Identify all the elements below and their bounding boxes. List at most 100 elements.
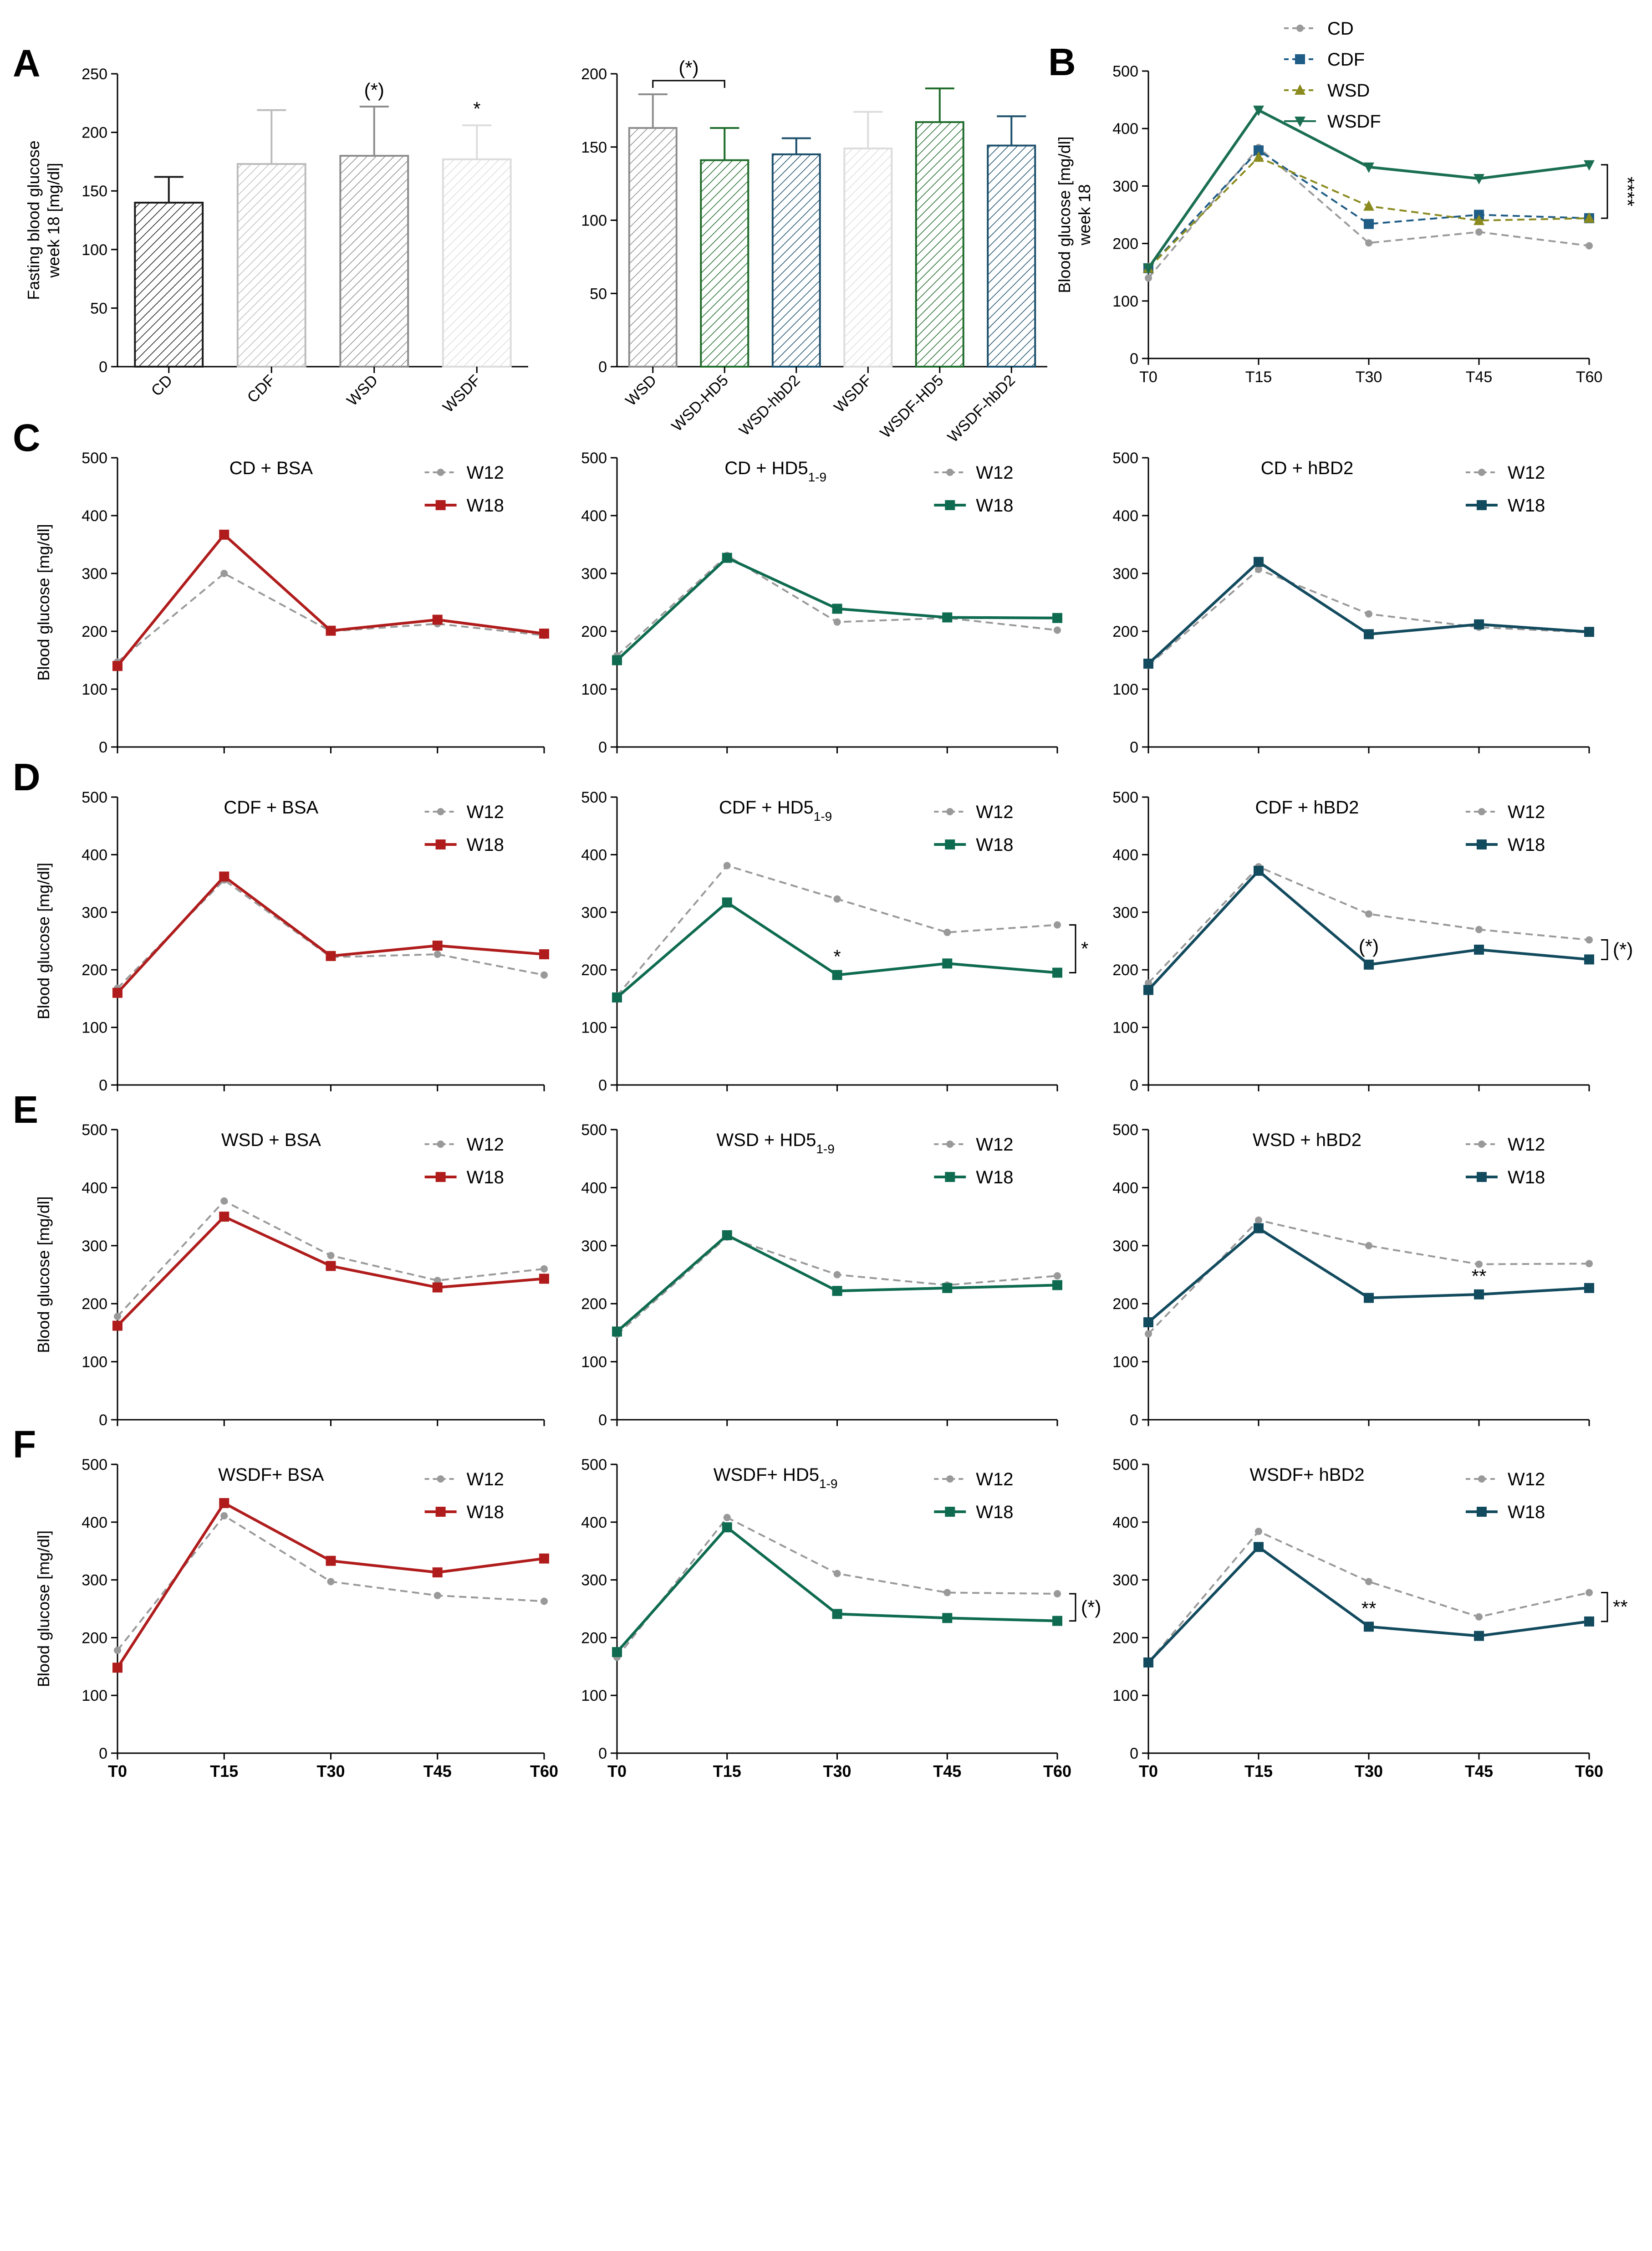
significance-annotation: * <box>1081 938 1088 959</box>
x-tick-label: T0 <box>1139 1762 1158 1780</box>
data-point-w12-t45 <box>433 1277 441 1284</box>
data-point-w12-t30 <box>1365 910 1372 918</box>
data-point-w18-t15 <box>722 553 732 563</box>
y-tick-label: 400 <box>581 1179 607 1197</box>
y-tick-label: 100 <box>1112 1687 1138 1704</box>
y-tick-label: 50 <box>90 300 107 317</box>
panel-label-d: D <box>13 756 41 798</box>
bar-cd <box>134 201 204 368</box>
data-point-w18-t30 <box>832 604 842 614</box>
legend-marker-w18 <box>435 839 446 849</box>
data-point-w12-t60 <box>1054 921 1061 929</box>
y-tick-label: 200 <box>581 1629 607 1647</box>
data-point-w18-t0 <box>1143 1317 1153 1327</box>
significance-bracket <box>1601 939 1608 960</box>
data-point-w18-t45 <box>942 1613 953 1623</box>
legend-label-w12: W12 <box>467 1469 504 1489</box>
x-tick-label: T45 <box>1465 1762 1493 1780</box>
data-point-w18-t15 <box>219 1498 229 1508</box>
legend-marker-w18 <box>1476 839 1487 849</box>
legend-marker-w18 <box>945 500 955 510</box>
data-point-w12-t60 <box>1586 1260 1593 1268</box>
data-point-w18-t60 <box>1584 1616 1594 1627</box>
series-line-cd <box>1147 146 1590 279</box>
y-tick-label: 200 <box>1112 623 1138 640</box>
data-point-w12-t30 <box>833 1271 841 1279</box>
data-point-w12-t60 <box>540 971 548 979</box>
data-point-w12-t45 <box>433 1591 441 1599</box>
chart-f2: 0 100 200 300 400 500 T0 T15 T30 T45 T60 WSDF+ HD51… <box>581 1456 1101 1780</box>
series-line-w18 <box>616 1525 1058 1653</box>
legend-marker-w18 <box>945 839 955 849</box>
y-tick-label: 400 <box>82 1514 107 1531</box>
data-point-wsd-t45 <box>1474 215 1484 225</box>
data-point-w18-t0 <box>612 655 622 665</box>
y-tick-label: 200 <box>82 962 107 979</box>
legend-marker-w18 <box>435 1172 446 1182</box>
y-tick-label: 100 <box>1112 1354 1138 1371</box>
y-axis-label-line: week 18 [mg/dl] <box>44 163 63 278</box>
legend-label-w18: W18 <box>1508 1502 1545 1522</box>
data-point-w18-t15 <box>1254 1542 1264 1552</box>
panel-title: CDF + BSA <box>224 798 318 818</box>
bar-wsdf-hd5 <box>915 121 964 368</box>
y-axis-label: Blood glucose [mg/dl] <box>34 1530 53 1687</box>
x-tick-label: T30 <box>1355 1762 1383 1780</box>
data-point-w12-t30 <box>833 618 841 626</box>
chart-f3: 0 100 200 300 400 500 T0 T15 T30 T45 T60 WSDF+ hBD2… <box>1112 1456 1627 1780</box>
data-point-cd-t45 <box>1475 228 1483 236</box>
y-tick-label: 0 <box>1130 1412 1138 1429</box>
data-point-w18-t60 <box>1584 1283 1594 1293</box>
legend-label-w12: W12 <box>1508 1135 1545 1155</box>
panel-title: WSDF+ hBD2 <box>1249 1465 1364 1485</box>
data-point-w18-t30 <box>1364 1622 1374 1632</box>
legend-label-w18: W18 <box>976 496 1013 516</box>
data-point-w18-t45 <box>432 614 443 625</box>
data-point-w12-t30 <box>833 1570 841 1577</box>
data-point-w18-t30 <box>1364 629 1374 639</box>
legend-marker-w12 <box>946 1475 954 1483</box>
data-point-wsdf-t15 <box>1253 105 1264 116</box>
legend-marker-w12 <box>437 808 444 815</box>
y-tick-label: 500 <box>1112 450 1138 467</box>
bar-wsdf-hbd2 <box>987 144 1036 368</box>
y-tick-label: 250 <box>82 66 107 83</box>
y-tick-label: 400 <box>1112 120 1138 138</box>
data-point-w12-t45 <box>1475 1613 1483 1621</box>
legend-marker-w12 <box>1478 1141 1485 1148</box>
y-tick-label: 200 <box>1112 1629 1138 1647</box>
data-point-w12-t45 <box>1475 926 1483 933</box>
y-tick-label: 200 <box>82 124 107 142</box>
y-axis-label-line: Fasting blood glucose <box>24 140 43 300</box>
panel-title: CDF + HD51-9 <box>719 798 832 824</box>
panel-title-subscript: 1-9 <box>816 1142 834 1156</box>
y-tick-label: 0 <box>99 1412 107 1429</box>
x-tick-label: WSD-HD5 <box>668 372 732 435</box>
legend-marker-w12 <box>1478 469 1485 476</box>
y-tick-label: 100 <box>82 681 107 698</box>
x-tick-label: WSDF <box>831 372 875 416</box>
y-tick-label: 500 <box>82 1121 107 1139</box>
data-point-wsdf-t0 <box>1143 263 1154 274</box>
legend-marker-w18 <box>1476 1507 1487 1517</box>
bar-wsd-hd5 <box>700 159 750 368</box>
legend-label-w18: W18 <box>1508 496 1545 516</box>
y-axis-label-line: Blood glucose [mg/dl] <box>1055 136 1074 293</box>
data-point-w18-t30 <box>1364 959 1374 970</box>
panel-title-subscript: 1-9 <box>808 470 826 484</box>
panel-title-subscript: 1-9 <box>814 809 832 824</box>
y-tick-label: 400 <box>1112 846 1138 864</box>
y-tick-label: 300 <box>1112 1238 1138 1255</box>
panel-label-b: B <box>1048 41 1076 83</box>
series-line-w12 <box>1147 865 1590 984</box>
legend-marker-w18 <box>435 1507 446 1517</box>
y-tick-label: 400 <box>581 507 607 525</box>
y-tick-label: 0 <box>598 1745 607 1762</box>
y-tick-label: 100 <box>581 1354 607 1371</box>
data-point-w18-t60 <box>539 629 549 639</box>
data-point-w18-t45 <box>432 941 443 951</box>
y-tick-label: 0 <box>99 358 107 376</box>
data-point-cd-t60 <box>1586 242 1593 250</box>
legend-marker-w12 <box>1478 808 1485 815</box>
data-point-w18-t0 <box>612 1326 622 1337</box>
